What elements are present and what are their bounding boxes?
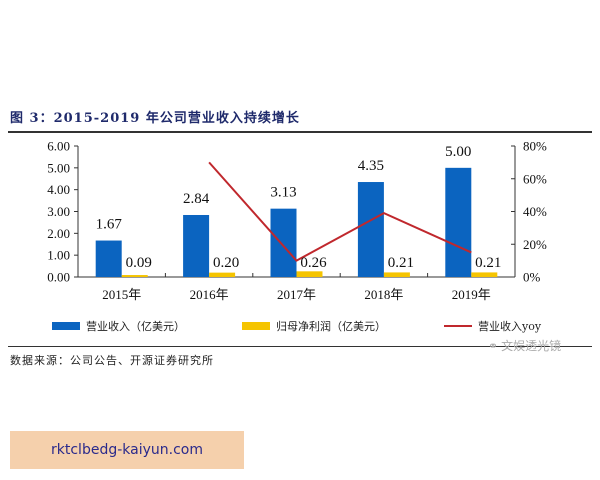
right-tick-label: 60% <box>523 171 547 186</box>
revenue-value-label: 5.00 <box>445 144 471 160</box>
legend-swatch-net-profit <box>242 322 270 330</box>
chart: 0.00 1.00 2.00 3.00 4.00 5.00 6.00 0% 20% 40% 60%… <box>47 139 547 303</box>
revenue-bar <box>95 240 122 277</box>
watermark: ⚭ 文娱透光镜 <box>488 337 561 354</box>
revenue-value-label: 1.67 <box>96 217 123 233</box>
revenue-bar <box>445 167 472 277</box>
left-tick-label: 4.00 <box>47 182 70 197</box>
net-profit-value-label: 0.21 <box>475 255 501 271</box>
legend-item-revenue: 营业收入（亿美元） <box>52 318 185 334</box>
left-tick-label: 6.00 <box>47 139 70 154</box>
legend-item-net-profit: 归母净利润（亿美元） <box>242 318 386 334</box>
left-tick-label: 1.00 <box>47 248 70 263</box>
x-tick-label: 2017年 <box>277 287 316 302</box>
revenue-value-label: 3.13 <box>270 185 296 201</box>
left-axis-ticks: 0.00 1.00 2.00 3.00 4.00 5.00 6.00 <box>47 139 78 285</box>
revenue-bar <box>357 182 384 277</box>
net-profit-bar <box>471 272 498 277</box>
right-tick-label: 80% <box>523 139 547 154</box>
legend-swatch-yoy <box>444 325 472 327</box>
banner-text: rktclbedg-kaiyun.com <box>51 442 203 458</box>
x-tick-label: 2015年 <box>102 287 141 302</box>
x-tick-label: 2019年 <box>452 287 491 302</box>
title-divider <box>8 131 592 133</box>
left-tick-label: 2.00 <box>47 226 70 241</box>
bars <box>95 167 498 277</box>
net-profit-bar <box>296 271 323 277</box>
source-divider <box>8 346 592 347</box>
legend-label: 归母净利润（亿美元） <box>276 320 386 333</box>
net-profit-bar <box>209 272 236 277</box>
right-tick-label: 40% <box>523 204 547 219</box>
left-tick-label: 3.00 <box>47 204 70 219</box>
right-tick-label: 0% <box>523 270 541 285</box>
revenue-bar <box>270 208 297 277</box>
data-labels: 1.67 0.09 2.84 0.20 3.13 0.26 4.35 0.21 5.00 0.21 <box>96 144 502 271</box>
yoy-line <box>208 161 472 262</box>
x-tick-label: 2018年 <box>364 287 403 302</box>
x-axis-ticks: 2015年 2016年 2017年 2018年 2019年 <box>102 273 491 302</box>
right-tick-label: 20% <box>523 237 547 252</box>
revenue-value-label: 4.35 <box>358 158 384 174</box>
right-axis-ticks: 0% 20% 40% 60% 80% <box>511 139 547 285</box>
source-note: 数据来源：公司公告、开源证券研究所 <box>10 354 214 367</box>
net-profit-value-label: 0.26 <box>300 255 327 271</box>
wechat-icon: ⚭ <box>488 338 499 353</box>
revenue-value-label: 2.84 <box>183 191 210 207</box>
legend-label: 营业收入（亿美元） <box>86 320 185 333</box>
net-profit-value-label: 0.09 <box>126 255 152 271</box>
net-profit-value-label: 0.21 <box>388 255 414 271</box>
legend-label: 营业收入yoy <box>478 320 542 333</box>
legend: 营业收入（亿美元） 归母净利润（亿美元） 营业收入yoy <box>0 318 600 334</box>
net-profit-bar <box>121 275 148 277</box>
revenue-bar <box>183 214 210 277</box>
watermark-text: 文娱透光镜 <box>501 339 562 353</box>
legend-item-yoy: 营业收入yoy <box>444 318 541 334</box>
left-tick-label: 5.00 <box>47 160 70 175</box>
x-tick-label: 2016年 <box>190 287 229 302</box>
legend-swatch-revenue <box>52 322 80 330</box>
figure-title: 图 3：2015-2019 年公司营业收入持续增长 <box>10 111 300 126</box>
net-profit-bar <box>383 272 410 277</box>
left-tick-label: 0.00 <box>47 270 70 285</box>
url-banner[interactable]: rktclbedg-kaiyun.com <box>10 431 244 469</box>
net-profit-value-label: 0.20 <box>213 255 239 271</box>
